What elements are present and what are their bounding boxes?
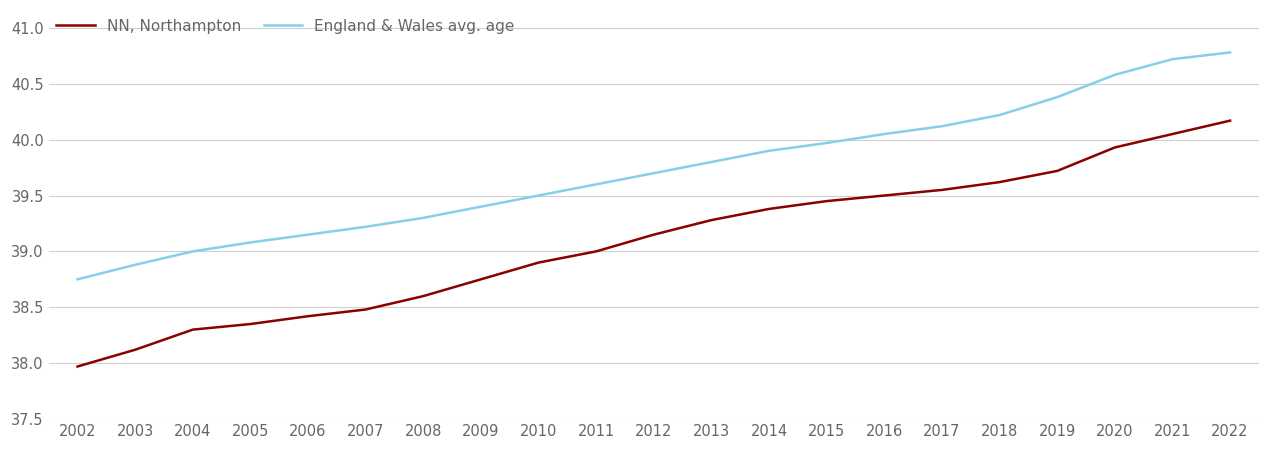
Line: NN, Northampton: NN, Northampton <box>77 121 1231 366</box>
England & Wales avg. age <box>474 204 489 209</box>
NN, Northampton <box>935 187 950 193</box>
NN, Northampton <box>531 260 546 265</box>
NN, Northampton <box>704 217 719 223</box>
NN, Northampton <box>819 198 834 204</box>
NN, Northampton <box>358 307 373 312</box>
England & Wales avg. age <box>70 277 85 282</box>
England & Wales avg. age <box>992 112 1007 118</box>
England & Wales avg. age <box>704 159 719 165</box>
NN, Northampton <box>1049 168 1064 174</box>
NN, Northampton <box>127 347 142 352</box>
England & Wales avg. age <box>876 131 892 137</box>
Line: England & Wales avg. age: England & Wales avg. age <box>77 53 1231 279</box>
England & Wales avg. age <box>1223 50 1238 55</box>
England & Wales avg. age <box>185 249 201 254</box>
NN, Northampton <box>415 293 431 299</box>
NN, Northampton <box>474 277 489 282</box>
NN, Northampton <box>1107 145 1123 150</box>
England & Wales avg. age <box>415 215 431 220</box>
England & Wales avg. age <box>301 232 316 237</box>
England & Wales avg. age <box>646 171 662 176</box>
England & Wales avg. age <box>1049 94 1064 100</box>
England & Wales avg. age <box>1165 56 1180 62</box>
NN, Northampton <box>588 249 603 254</box>
England & Wales avg. age <box>1107 72 1123 77</box>
NN, Northampton <box>185 327 201 332</box>
NN, Northampton <box>301 314 316 319</box>
England & Wales avg. age <box>819 140 834 146</box>
NN, Northampton <box>762 206 777 211</box>
NN, Northampton <box>1223 118 1238 123</box>
England & Wales avg. age <box>588 182 603 187</box>
England & Wales avg. age <box>127 262 142 267</box>
NN, Northampton <box>1165 131 1180 137</box>
NN, Northampton <box>876 193 892 198</box>
England & Wales avg. age <box>531 193 546 198</box>
Legend: NN, Northampton, England & Wales avg. age: NN, Northampton, England & Wales avg. ag… <box>52 14 519 38</box>
NN, Northampton <box>992 180 1007 185</box>
NN, Northampton <box>646 232 662 237</box>
England & Wales avg. age <box>935 123 950 129</box>
England & Wales avg. age <box>243 240 258 245</box>
NN, Northampton <box>70 364 85 369</box>
England & Wales avg. age <box>358 224 373 230</box>
England & Wales avg. age <box>762 148 777 153</box>
NN, Northampton <box>243 321 258 327</box>
